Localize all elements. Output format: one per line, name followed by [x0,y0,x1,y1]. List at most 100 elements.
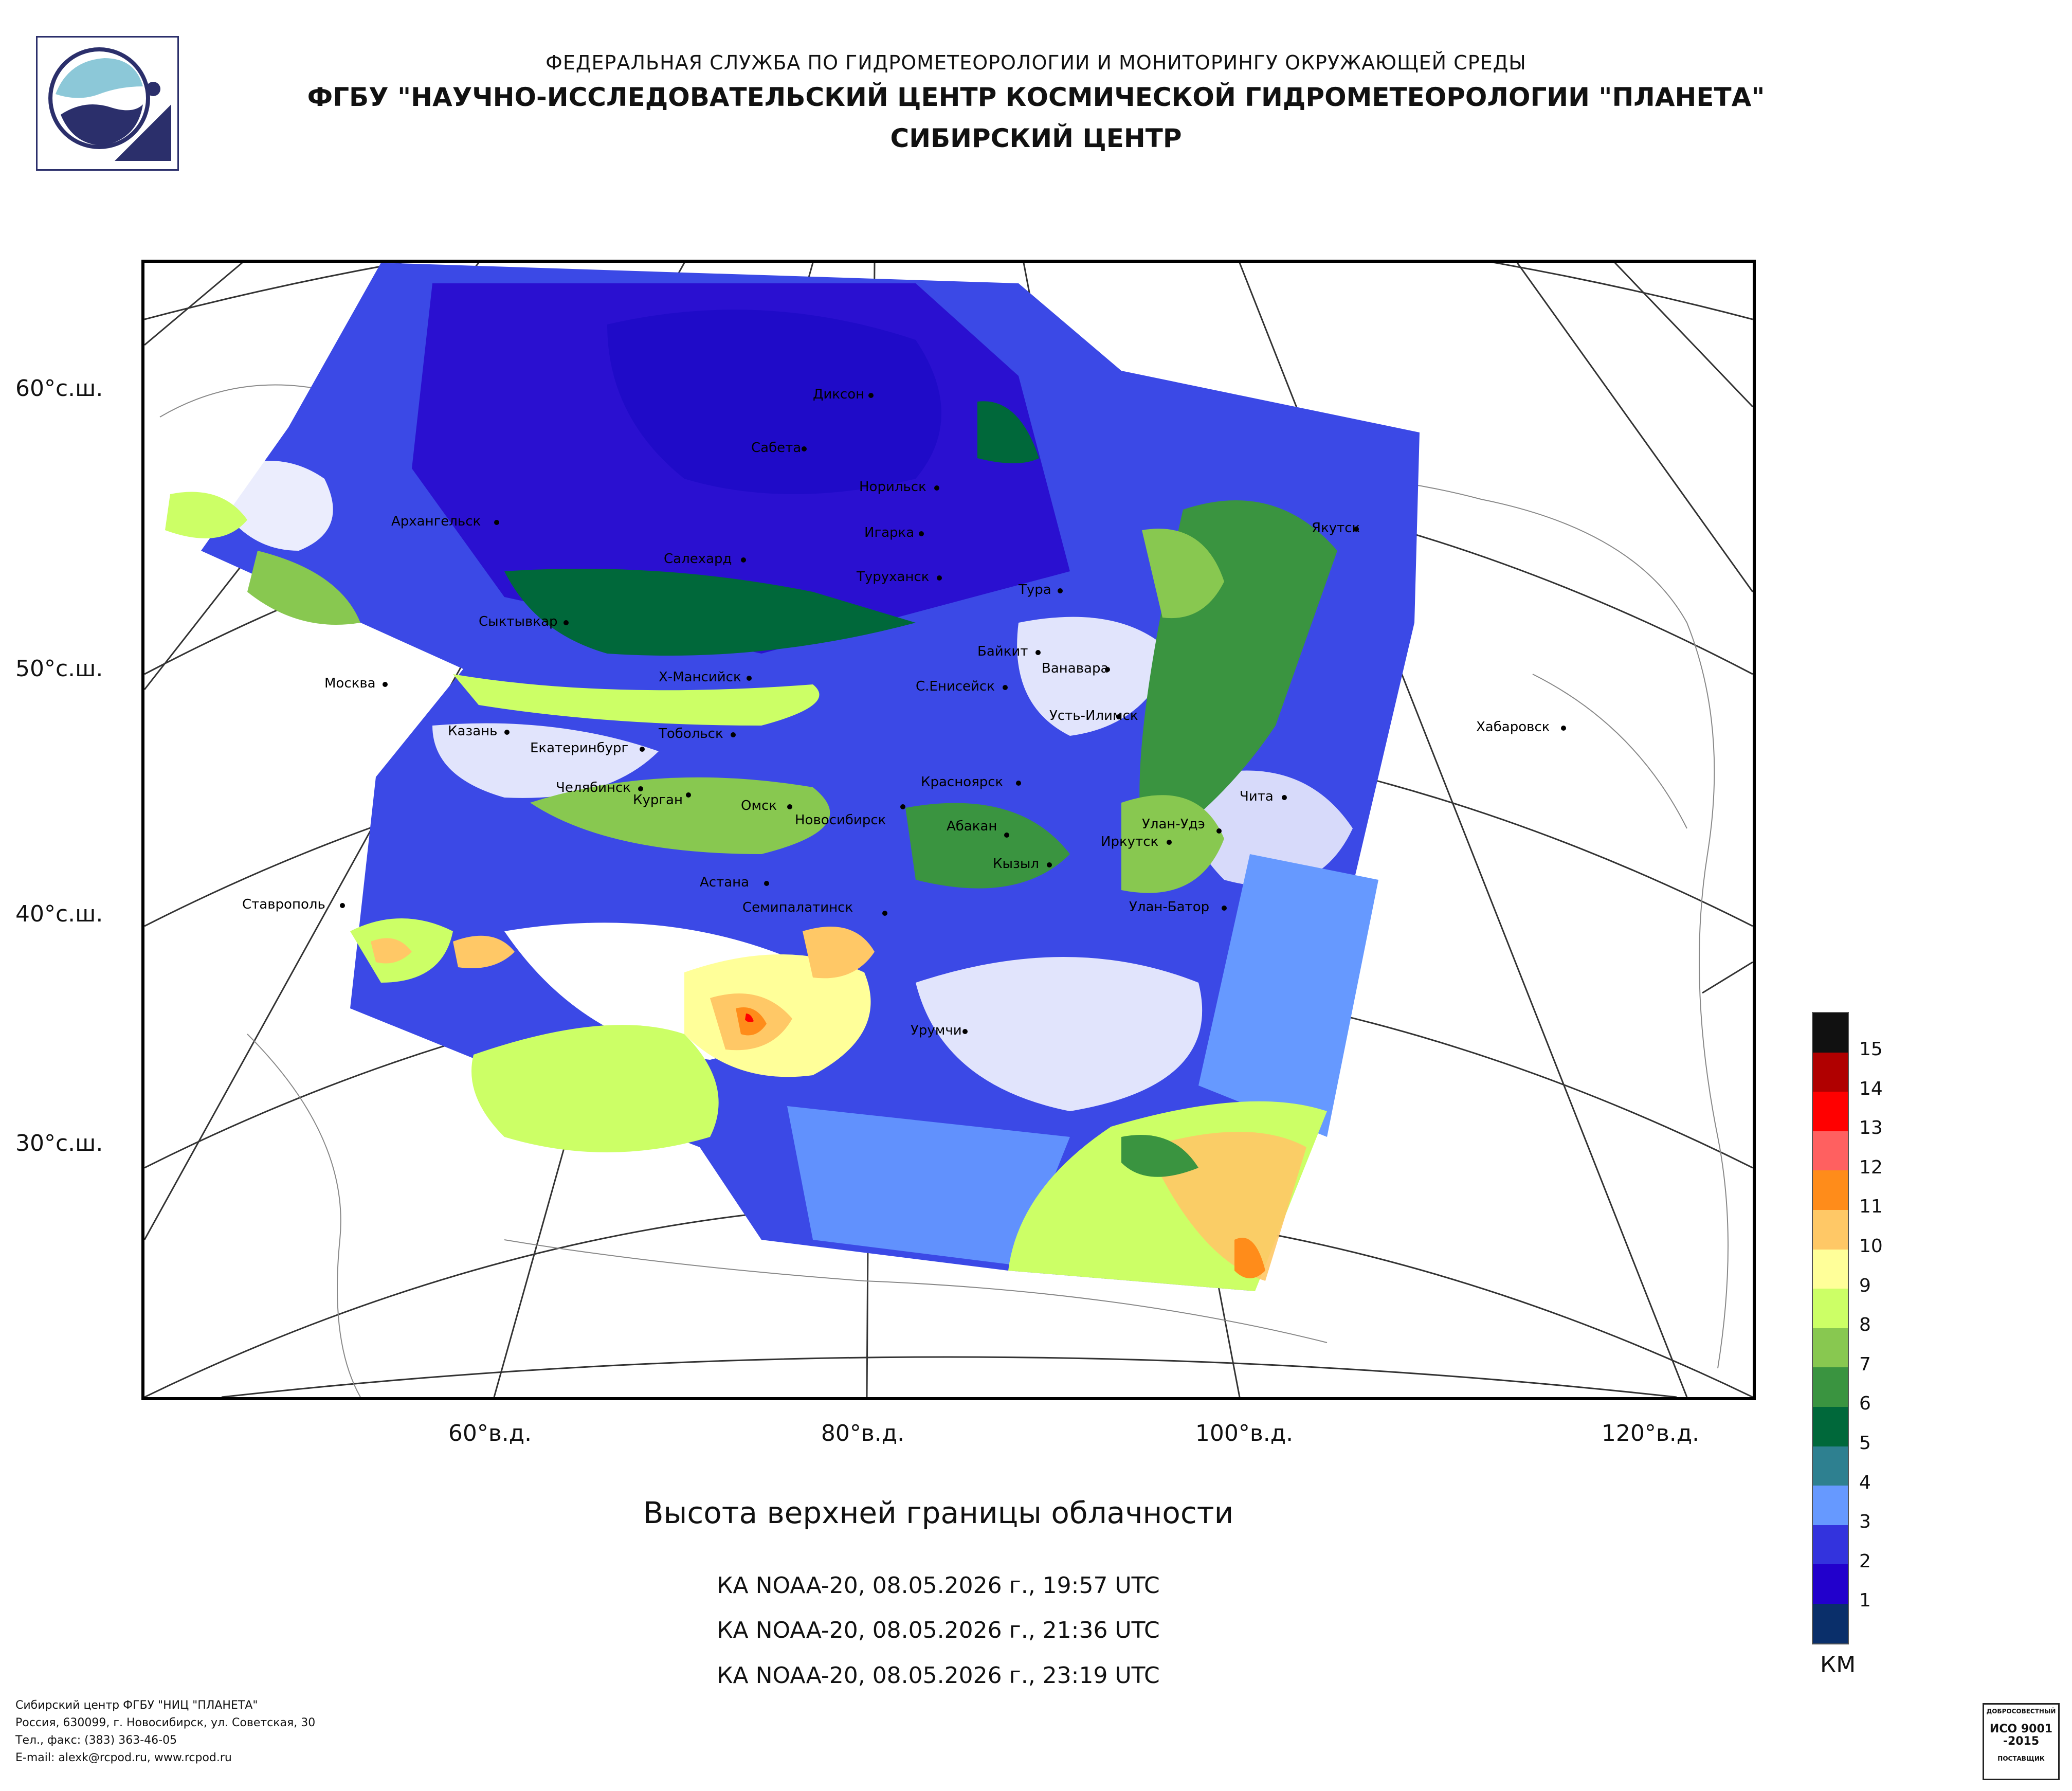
pass-1: КА NOAA-20, 08.05.2026 г., 19:57 UTC [717,1572,1160,1599]
city-label: Ставрополь [242,897,325,912]
colorbar-label: 15 [1859,1039,1883,1060]
city-label: Усть-Илимск [1049,708,1138,723]
colorbar-cell [1813,1289,1848,1328]
header-agency: ФЕДЕРАЛЬНАЯ СЛУЖБА ПО ГИДРОМЕТЕОРОЛОГИИ … [546,51,1526,74]
lon-label-80: 80°в.д. [821,1420,905,1446]
map-title: Высота верхней границы облачности [643,1495,1234,1530]
colorbar-cell [1813,1131,1848,1171]
border-line [504,1239,1328,1343]
city-label: Ванавара [1042,661,1108,676]
colorbar-label: 2 [1859,1551,1871,1572]
colorbar-cell [1813,1328,1848,1368]
meridian-line [1614,263,1753,408]
city-label: Казань [448,723,497,739]
cloud-top-height-map: Диксон Сабета Норильск Архангельск Игарк… [141,260,1756,1400]
colorbar-unit: КМ [1820,1652,1856,1678]
colorbar-cell [1813,1446,1848,1486]
city-label: Иркутск [1101,834,1158,849]
colorbar-cell [1813,1486,1848,1525]
colorbar-cell [1813,1604,1848,1643]
colorbar-label: 13 [1859,1117,1883,1138]
city-label: Абакан [947,819,997,834]
city-label: Тобольск [658,726,723,741]
colorbar-label: 11 [1859,1196,1883,1217]
border-line [247,1034,361,1397]
city-label: Улан-Батор [1129,899,1209,915]
city-label: Челябинск [556,780,631,795]
colorbar-label: 5 [1859,1433,1871,1454]
lon-label-100: 100°в.д. [1195,1420,1294,1446]
pass-3: КА NOAA-20, 08.05.2026 г., 23:19 UTC [717,1662,1160,1689]
city-label: Екатеринбург [530,740,628,756]
city-label: Сыктывкар [479,614,558,629]
meridian-line [1702,961,1753,994]
height-colorbar [1812,1012,1849,1644]
city-label: Хабаровск [1476,719,1550,735]
city-label: Москва [324,676,376,691]
border-line [1532,674,1687,829]
city-label: Кызыл [993,856,1039,872]
lon-label-60: 60°в.д. [448,1420,532,1446]
city-label: Норильск [859,479,926,495]
meridian-line [1516,263,1753,592]
colorbar-label: 14 [1859,1078,1883,1099]
lon-label-120: 120°в.д. [1601,1420,1700,1446]
footer-address: Россия, 630099, г. Новосибирск, ул. Сове… [15,1716,316,1729]
iso-badge: ДОБРОСОВЕСТНЫЙ ИСО 9001 -2015 ПОСТАВЩИК [1983,1703,2060,1780]
city-label: Семипалатинск [742,900,853,915]
colorbar-label: 9 [1859,1275,1871,1296]
iso-badge-bottom: ПОСТАВЩИК [1997,1755,2045,1762]
lat-label-40: 40°с.ш. [15,901,103,927]
parallel-line [221,1356,1677,1397]
city-label: Курган [633,792,683,808]
lat-label-30: 30°с.ш. [15,1130,103,1156]
colorbar-label: 1 [1859,1590,1871,1611]
city-label: Салехард [664,551,732,567]
city-label: Улан-Удэ [1142,817,1205,832]
city-label: Омск [741,798,777,813]
colorbar-cell [1813,1092,1848,1131]
city-label: С.Енисейск [916,679,995,694]
lat-label-50: 50°с.ш. [15,656,103,682]
colorbar-label: 7 [1859,1354,1871,1375]
colorbar-label: 4 [1859,1472,1871,1493]
city-label: Урумчи [911,1023,962,1038]
city-label: Диксон [813,387,864,402]
colorbar-cell [1813,1170,1848,1210]
colorbar-label: 8 [1859,1314,1871,1335]
city-label: Тура [1018,582,1051,598]
colorbar-cell [1813,1564,1848,1604]
city-label: Сабета [751,440,801,456]
city-label: Игарка [864,525,914,540]
colorbar-cell [1813,1367,1848,1407]
pass-2: КА NOAA-20, 08.05.2026 г., 21:36 UTC [717,1617,1160,1643]
city-label: Байкит [977,644,1028,659]
colorbar-cell [1813,1249,1848,1289]
colorbar-label: 3 [1859,1511,1871,1532]
city-label: Туруханск [856,569,929,585]
city-label: Якутск [1312,520,1360,536]
city-label: Астана [700,875,749,890]
city-label: Архангельск [391,514,481,529]
city-label: Новосибирск [795,812,886,828]
colorbar-label: 10 [1859,1236,1883,1257]
satellite-swath [165,263,1420,1291]
colorbar-cell [1813,1013,1848,1053]
colorbar-cell [1813,1052,1848,1092]
header-center: СИБИРСКИЙ ЦЕНТР [890,123,1182,153]
footer-email: E-mail: alexk@rcpod.ru, www.rcpod.ru [15,1751,232,1764]
planeta-logo [36,36,179,171]
city-label: Красноярск [921,774,1003,790]
meridian-line [144,263,243,346]
lat-label-60: 60°с.ш. [15,375,103,402]
colorbar-cell [1813,1407,1848,1446]
footer-phone: Тел., факс: (383) 363-46-05 [15,1734,177,1747]
header-institute: ФГБУ "НАУЧНО-ИССЛЕДОВАТЕЛЬСКИЙ ЦЕНТР КОС… [307,82,1765,112]
iso-badge-main: ИСО 9001 -2015 [1989,1723,2053,1748]
colorbar-label: 12 [1859,1157,1883,1178]
city-label: Х-Мансийск [659,670,741,685]
colorbar-label: 6 [1859,1393,1871,1414]
footer-org: Сибирский центр ФГБУ "НИЦ "ПЛАНЕТА" [15,1699,258,1712]
colorbar-cell [1813,1525,1848,1565]
iso-badge-top: ДОБРОСОВЕСТНЫЙ [1986,1708,2056,1715]
